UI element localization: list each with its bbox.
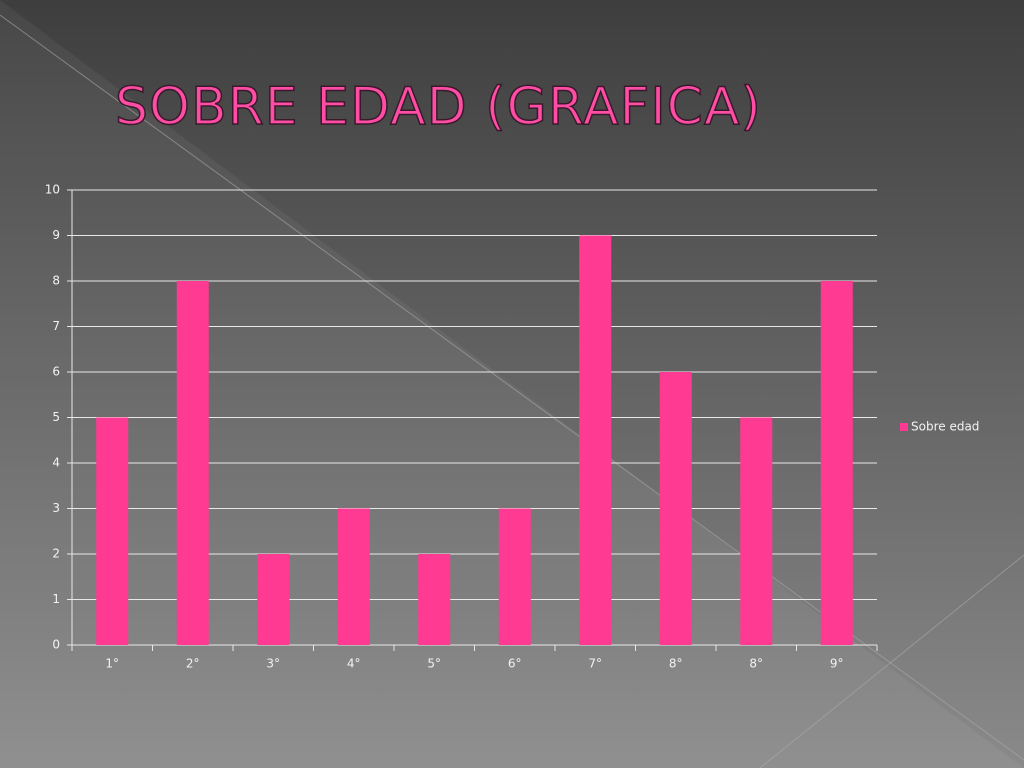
bar <box>337 508 370 645</box>
y-tick-label: 8 <box>52 274 60 288</box>
x-tick-label: 4° <box>347 657 361 671</box>
bar <box>176 281 209 645</box>
y-tick-label: 0 <box>52 638 60 652</box>
y-tick-label: 7 <box>52 319 60 333</box>
y-tick-label: 4 <box>52 456 60 470</box>
legend-swatch <box>900 423 908 431</box>
bar <box>257 554 290 645</box>
x-tick-label: 3° <box>266 657 280 671</box>
x-tick-label: 2° <box>186 657 200 671</box>
legend-label: Sobre edad <box>911 420 979 434</box>
bar <box>96 417 129 645</box>
y-tick-label: 5 <box>52 410 60 424</box>
bar <box>579 235 612 645</box>
bar <box>659 372 692 645</box>
x-tick-label: 8° <box>749 657 763 671</box>
decor-line <box>759 554 1024 768</box>
x-tick-label: 7° <box>588 657 602 671</box>
y-tick-label: 6 <box>52 365 60 379</box>
x-tick-label: 8° <box>669 657 683 671</box>
y-tick-label: 10 <box>45 183 60 197</box>
x-tick-label: 6° <box>508 657 522 671</box>
chart-title: SOBRE EDAD (GRAFICA) <box>115 77 762 137</box>
bar <box>498 508 531 645</box>
y-tick-label: 3 <box>52 501 60 515</box>
y-tick-label: 9 <box>52 228 60 242</box>
x-tick-label: 9° <box>830 657 844 671</box>
decor-line <box>0 14 1024 761</box>
bar <box>820 281 853 645</box>
x-tick-label: 5° <box>427 657 441 671</box>
x-tick-label: 1° <box>105 657 119 671</box>
y-tick-label: 2 <box>52 547 60 561</box>
y-tick-label: 1 <box>52 592 60 606</box>
bar <box>740 417 773 645</box>
bar <box>418 554 451 645</box>
